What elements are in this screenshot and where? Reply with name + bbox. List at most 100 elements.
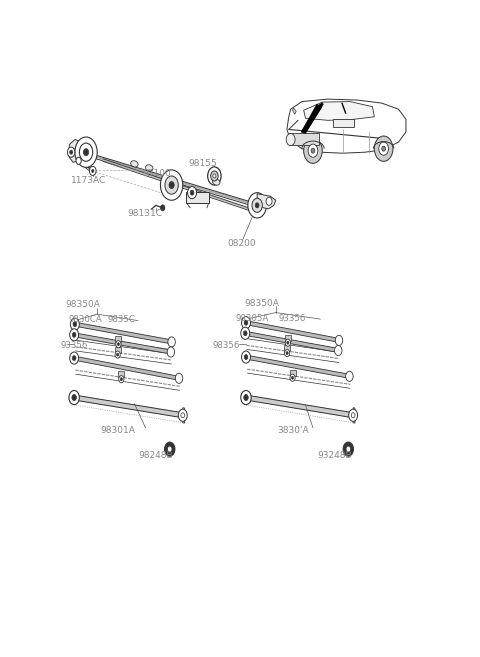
Circle shape xyxy=(290,374,295,381)
Polygon shape xyxy=(69,139,97,160)
Ellipse shape xyxy=(131,161,138,167)
Circle shape xyxy=(71,318,79,330)
Circle shape xyxy=(120,378,122,381)
Polygon shape xyxy=(285,334,291,341)
Circle shape xyxy=(379,142,388,155)
Text: 98301A: 98301A xyxy=(100,426,135,436)
Polygon shape xyxy=(287,99,406,153)
Circle shape xyxy=(168,337,175,347)
Polygon shape xyxy=(284,345,290,351)
Circle shape xyxy=(308,144,318,157)
Circle shape xyxy=(311,148,315,153)
Polygon shape xyxy=(301,104,322,133)
Circle shape xyxy=(243,330,247,336)
Circle shape xyxy=(213,174,216,178)
Circle shape xyxy=(244,394,248,401)
Circle shape xyxy=(244,320,248,325)
Circle shape xyxy=(211,171,218,181)
Circle shape xyxy=(286,351,288,355)
Circle shape xyxy=(165,442,175,456)
Circle shape xyxy=(72,355,76,361)
Circle shape xyxy=(169,181,174,189)
Circle shape xyxy=(117,343,120,346)
Circle shape xyxy=(175,373,183,384)
Circle shape xyxy=(165,176,178,194)
Circle shape xyxy=(346,371,353,381)
Circle shape xyxy=(208,167,221,185)
Circle shape xyxy=(244,355,248,359)
Circle shape xyxy=(287,341,289,344)
Circle shape xyxy=(168,446,172,452)
Circle shape xyxy=(167,347,175,357)
Text: 98356: 98356 xyxy=(213,342,240,350)
Polygon shape xyxy=(119,371,124,377)
Circle shape xyxy=(252,198,263,212)
Text: 1173AC: 1173AC xyxy=(72,175,107,185)
Bar xyxy=(186,192,209,203)
Circle shape xyxy=(285,350,290,357)
Text: 98248B: 98248B xyxy=(139,451,173,460)
Polygon shape xyxy=(292,108,296,114)
Polygon shape xyxy=(115,336,121,342)
Circle shape xyxy=(266,197,272,206)
Bar xyxy=(334,120,354,127)
Circle shape xyxy=(351,413,355,418)
Text: 98131C: 98131C xyxy=(127,210,162,218)
Circle shape xyxy=(119,376,124,383)
Circle shape xyxy=(76,157,81,164)
Circle shape xyxy=(335,346,342,355)
Circle shape xyxy=(160,205,165,211)
Text: 93356: 93356 xyxy=(278,314,305,323)
Circle shape xyxy=(188,187,196,198)
Polygon shape xyxy=(304,102,374,120)
Circle shape xyxy=(241,317,251,328)
Circle shape xyxy=(255,203,259,208)
Circle shape xyxy=(70,352,79,364)
Circle shape xyxy=(160,170,183,200)
Polygon shape xyxy=(183,408,184,423)
Circle shape xyxy=(115,351,120,358)
Circle shape xyxy=(178,409,187,421)
Circle shape xyxy=(286,133,295,146)
Circle shape xyxy=(190,190,194,195)
Circle shape xyxy=(382,146,385,151)
Polygon shape xyxy=(289,370,296,376)
Text: 9835C: 9835C xyxy=(108,315,135,324)
Circle shape xyxy=(241,327,250,340)
Text: 98155: 98155 xyxy=(189,160,217,168)
Polygon shape xyxy=(69,148,86,162)
Text: 08200: 08200 xyxy=(227,239,256,248)
Circle shape xyxy=(374,136,393,162)
Text: 93248B: 93248B xyxy=(317,451,352,460)
Text: 93100: 93100 xyxy=(143,170,171,179)
Polygon shape xyxy=(115,347,120,353)
Polygon shape xyxy=(301,102,324,133)
Circle shape xyxy=(70,150,72,154)
Text: 3830'A: 3830'A xyxy=(277,426,309,436)
Circle shape xyxy=(348,409,358,421)
Circle shape xyxy=(89,166,96,175)
Circle shape xyxy=(241,390,251,405)
Circle shape xyxy=(346,446,350,452)
Circle shape xyxy=(69,390,79,405)
Text: 93356: 93356 xyxy=(60,342,88,350)
Circle shape xyxy=(248,193,266,218)
Text: 98350A: 98350A xyxy=(65,300,100,309)
Circle shape xyxy=(304,138,322,164)
Circle shape xyxy=(67,147,75,157)
Polygon shape xyxy=(257,194,276,209)
Circle shape xyxy=(92,170,94,172)
Text: 98350A: 98350A xyxy=(244,299,279,308)
Bar xyxy=(289,133,319,145)
Circle shape xyxy=(117,353,119,356)
Circle shape xyxy=(116,341,121,348)
Ellipse shape xyxy=(145,165,153,171)
Circle shape xyxy=(72,394,76,401)
Circle shape xyxy=(335,335,343,346)
Circle shape xyxy=(70,328,79,341)
Circle shape xyxy=(285,339,290,346)
Circle shape xyxy=(73,322,77,327)
Circle shape xyxy=(72,332,76,337)
Circle shape xyxy=(291,376,294,379)
Ellipse shape xyxy=(213,179,220,185)
